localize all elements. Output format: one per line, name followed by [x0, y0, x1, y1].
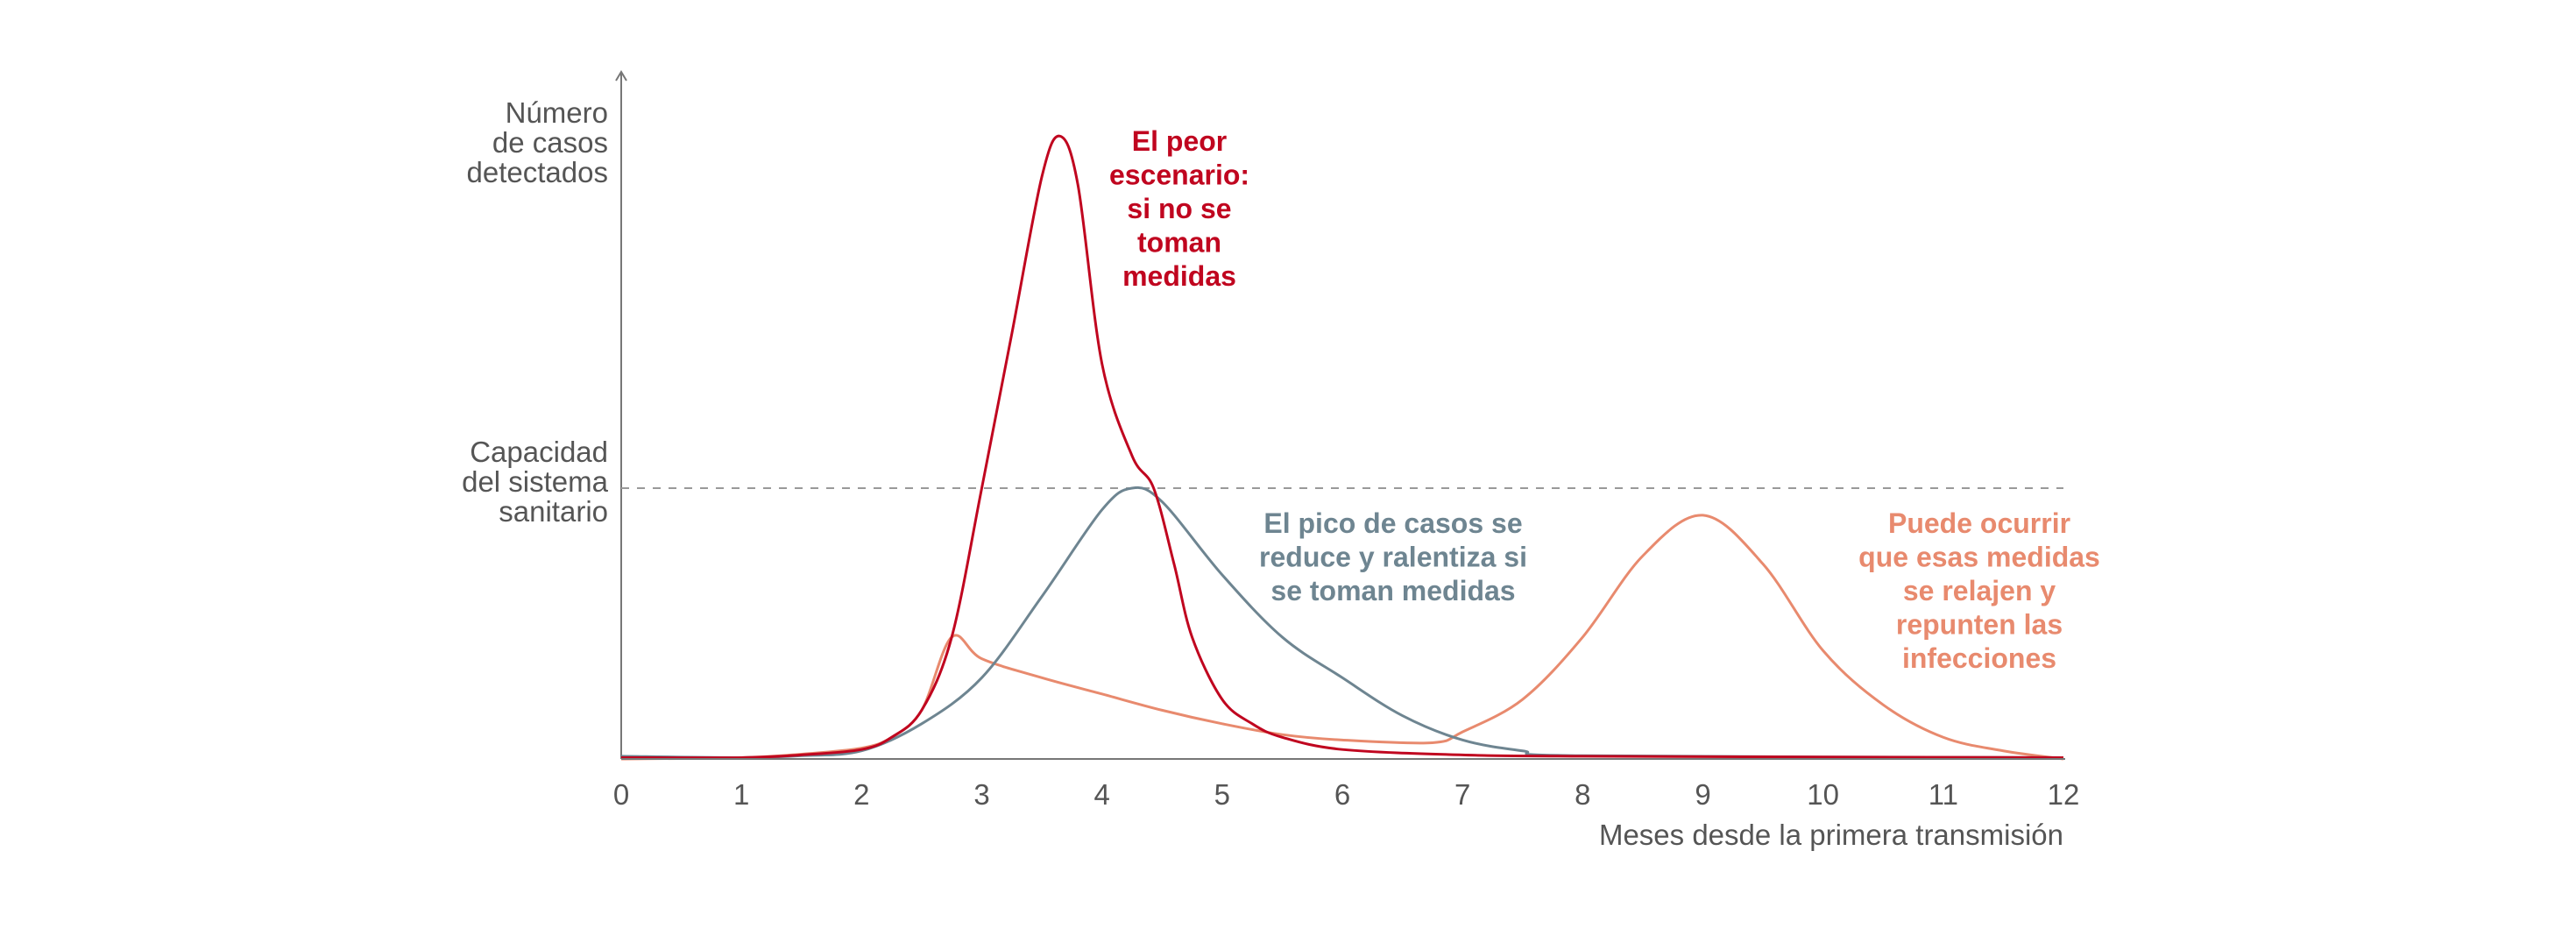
- series-annotation-line: medidas: [1122, 260, 1236, 292]
- series-annotation-line: escenario:: [1109, 160, 1249, 191]
- series-annotation-line: Puede ocurrir: [1888, 507, 2070, 539]
- x-axis-label: Meses desde la primera transmisión: [1599, 819, 2063, 851]
- capacity-label-line: Capacidad: [470, 436, 608, 468]
- series-annotation-line: que esas medidas: [1858, 542, 2100, 573]
- x-tick-label: 6: [1334, 778, 1350, 811]
- y-axis-label-line: de casos: [492, 126, 608, 159]
- x-tick-label: 1: [733, 778, 749, 811]
- series-annotation-line: si no se: [1127, 193, 1231, 224]
- capacity-label-line: sanitario: [499, 495, 608, 528]
- curves: [620, 134, 2064, 761]
- series-annotation-line: El peor: [1132, 125, 1227, 157]
- x-tick-label: 8: [1575, 778, 1590, 811]
- x-tick-label: 7: [1454, 778, 1470, 811]
- y-axis-label: Número de casos detectados: [467, 96, 608, 188]
- series-line-0: [620, 134, 2064, 760]
- series-annotation-line: se relajen y: [1903, 575, 2056, 606]
- y-axis-label-line: detectados: [467, 156, 608, 188]
- capacity-label: Capacidad del sistema sanitario: [462, 436, 609, 528]
- x-tick-label: 10: [1807, 778, 1839, 811]
- series-annotation-line: toman: [1137, 227, 1221, 259]
- series-annotation-line: infecciones: [1902, 642, 2056, 674]
- y-axis-arrow-icon: [615, 70, 627, 82]
- x-ticks: 0 1 2 3 4 5 6 7 8 9 10 11 12: [613, 778, 2080, 811]
- series-annotation-line: repunten las: [1896, 609, 2063, 641]
- x-tick-label: 0: [613, 778, 629, 811]
- series-annotation-line: reduce y ralentiza si: [1259, 542, 1527, 573]
- x-tick-label: 9: [1695, 778, 1710, 811]
- x-tick-label: 4: [1093, 778, 1109, 811]
- x-tick-label: 12: [2048, 778, 2080, 811]
- x-tick-label: 5: [1214, 778, 1230, 811]
- capacity-label-line: del sistema: [462, 465, 609, 498]
- x-tick-label: 3: [973, 778, 989, 811]
- series-line-1: [620, 486, 2064, 759]
- series-annotation-line: El pico de casos se: [1263, 507, 1522, 539]
- x-tick-label: 2: [853, 778, 869, 811]
- y-axis-label-line: Número: [506, 96, 608, 129]
- x-tick-label: 11: [1928, 778, 1958, 811]
- series-annotation-line: se toman medidas: [1270, 575, 1515, 606]
